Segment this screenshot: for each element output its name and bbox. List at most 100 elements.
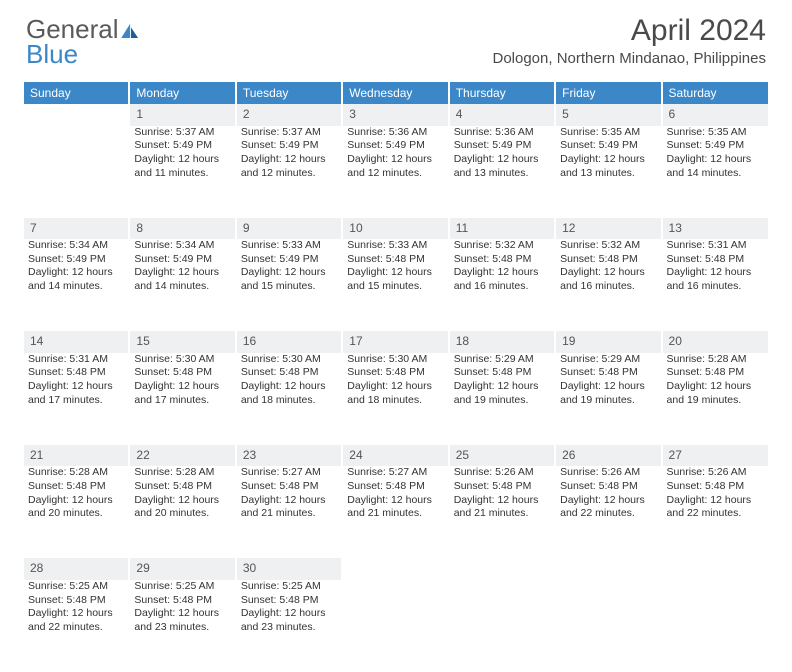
daylight-text-2: and 18 minutes. <box>347 394 444 408</box>
sunset-text: Sunset: 5:48 PM <box>347 366 444 380</box>
sunrise-text: Sunrise: 5:37 AM <box>241 126 338 140</box>
day-detail-cell: Sunrise: 5:28 AMSunset: 5:48 PMDaylight:… <box>130 466 235 558</box>
day-detail-cell: Sunrise: 5:30 AMSunset: 5:48 PMDaylight:… <box>130 353 235 445</box>
day-detail-cell: Sunrise: 5:28 AMSunset: 5:48 PMDaylight:… <box>24 466 129 558</box>
day-detail-row: Sunrise: 5:37 AMSunset: 5:49 PMDaylight:… <box>24 126 768 218</box>
sunrise-text: Sunrise: 5:27 AM <box>241 466 338 480</box>
day-detail-row: Sunrise: 5:31 AMSunset: 5:48 PMDaylight:… <box>24 353 768 445</box>
day-detail-cell: Sunrise: 5:35 AMSunset: 5:49 PMDaylight:… <box>663 126 768 218</box>
day-number-cell: 18 <box>450 331 555 353</box>
day-detail-cell: Sunrise: 5:27 AMSunset: 5:48 PMDaylight:… <box>237 466 342 558</box>
day-detail-cell: Sunrise: 5:25 AMSunset: 5:48 PMDaylight:… <box>130 580 235 672</box>
daylight-text-2: and 22 minutes. <box>667 507 764 521</box>
sunset-text: Sunset: 5:48 PM <box>347 480 444 494</box>
daylight-text-2: and 17 minutes. <box>134 394 231 408</box>
day-number-cell: 23 <box>237 445 342 467</box>
day-number-cell: 5 <box>556 104 661 126</box>
day-number-cell: 26 <box>556 445 661 467</box>
daylight-text-1: Daylight: 12 hours <box>241 153 338 167</box>
daylight-text-2: and 12 minutes. <box>347 167 444 181</box>
location: Dologon, Northern Mindanao, Philippines <box>492 50 766 67</box>
daylight-text-2: and 17 minutes. <box>28 394 125 408</box>
weekday-header: Sunday <box>24 82 129 104</box>
daylight-text-1: Daylight: 12 hours <box>560 153 657 167</box>
daylight-text-1: Daylight: 12 hours <box>28 607 125 621</box>
sunset-text: Sunset: 5:48 PM <box>454 366 551 380</box>
daylight-text-1: Daylight: 12 hours <box>134 153 231 167</box>
daylight-text-2: and 23 minutes. <box>241 621 338 635</box>
daylight-text-2: and 14 minutes. <box>28 280 125 294</box>
sunset-text: Sunset: 5:48 PM <box>28 480 125 494</box>
daylight-text-2: and 21 minutes. <box>241 507 338 521</box>
header: GeneralBlue April 2024 Dologon, Northern… <box>0 0 792 76</box>
sunset-text: Sunset: 5:48 PM <box>560 253 657 267</box>
day-number-cell: 21 <box>24 445 129 467</box>
daylight-text-1: Daylight: 12 hours <box>28 494 125 508</box>
day-detail-cell: Sunrise: 5:37 AMSunset: 5:49 PMDaylight:… <box>237 126 342 218</box>
daylight-text-1: Daylight: 12 hours <box>134 380 231 394</box>
day-detail-cell: Sunrise: 5:26 AMSunset: 5:48 PMDaylight:… <box>450 466 555 558</box>
daylight-text-2: and 12 minutes. <box>241 167 338 181</box>
daylight-text-2: and 19 minutes. <box>454 394 551 408</box>
day-detail-cell: Sunrise: 5:26 AMSunset: 5:48 PMDaylight:… <box>556 466 661 558</box>
weekday-header: Tuesday <box>237 82 342 104</box>
day-detail-cell <box>24 126 129 218</box>
day-number-cell: 7 <box>24 218 129 240</box>
sunset-text: Sunset: 5:48 PM <box>241 366 338 380</box>
day-number-cell: 8 <box>130 218 235 240</box>
day-number-cell: 2 <box>237 104 342 126</box>
sunrise-text: Sunrise: 5:29 AM <box>454 353 551 367</box>
day-detail-cell: Sunrise: 5:28 AMSunset: 5:48 PMDaylight:… <box>663 353 768 445</box>
sunrise-text: Sunrise: 5:26 AM <box>667 466 764 480</box>
day-detail-cell: Sunrise: 5:25 AMSunset: 5:48 PMDaylight:… <box>24 580 129 672</box>
day-number-cell: 14 <box>24 331 129 353</box>
daylight-text-2: and 21 minutes. <box>454 507 551 521</box>
day-detail-cell: Sunrise: 5:33 AMSunset: 5:48 PMDaylight:… <box>343 239 448 331</box>
day-number-cell: 29 <box>130 558 235 580</box>
sunset-text: Sunset: 5:49 PM <box>134 139 231 153</box>
day-number-cell: 1 <box>130 104 235 126</box>
day-detail-cell: Sunrise: 5:33 AMSunset: 5:49 PMDaylight:… <box>237 239 342 331</box>
sunset-text: Sunset: 5:48 PM <box>28 594 125 608</box>
day-detail-cell: Sunrise: 5:31 AMSunset: 5:48 PMDaylight:… <box>663 239 768 331</box>
sunset-text: Sunset: 5:48 PM <box>241 480 338 494</box>
sunrise-text: Sunrise: 5:27 AM <box>347 466 444 480</box>
sunset-text: Sunset: 5:49 PM <box>28 253 125 267</box>
day-detail-cell: Sunrise: 5:32 AMSunset: 5:48 PMDaylight:… <box>556 239 661 331</box>
daylight-text-1: Daylight: 12 hours <box>454 266 551 280</box>
day-number-cell: 19 <box>556 331 661 353</box>
sunset-text: Sunset: 5:48 PM <box>241 594 338 608</box>
day-detail-cell: Sunrise: 5:31 AMSunset: 5:48 PMDaylight:… <box>24 353 129 445</box>
day-detail-row: Sunrise: 5:28 AMSunset: 5:48 PMDaylight:… <box>24 466 768 558</box>
daylight-text-1: Daylight: 12 hours <box>347 494 444 508</box>
sunrise-text: Sunrise: 5:32 AM <box>454 239 551 253</box>
daylight-text-1: Daylight: 12 hours <box>134 266 231 280</box>
weekday-header: Saturday <box>663 82 768 104</box>
day-detail-cell: Sunrise: 5:36 AMSunset: 5:49 PMDaylight:… <box>450 126 555 218</box>
logo: GeneralBlue <box>26 14 141 70</box>
sunrise-text: Sunrise: 5:25 AM <box>134 580 231 594</box>
sunrise-text: Sunrise: 5:28 AM <box>28 466 125 480</box>
daylight-text-2: and 20 minutes. <box>28 507 125 521</box>
day-detail-cell: Sunrise: 5:29 AMSunset: 5:48 PMDaylight:… <box>450 353 555 445</box>
day-number-cell <box>663 558 768 580</box>
sunset-text: Sunset: 5:49 PM <box>454 139 551 153</box>
daylight-text-1: Daylight: 12 hours <box>347 266 444 280</box>
sunset-text: Sunset: 5:48 PM <box>134 480 231 494</box>
daylight-text-1: Daylight: 12 hours <box>347 153 444 167</box>
month-title: April 2024 <box>492 14 766 48</box>
daylight-text-1: Daylight: 12 hours <box>241 494 338 508</box>
sunrise-text: Sunrise: 5:25 AM <box>241 580 338 594</box>
daylight-text-2: and 14 minutes. <box>667 167 764 181</box>
day-number-cell: 15 <box>130 331 235 353</box>
sunset-text: Sunset: 5:48 PM <box>134 366 231 380</box>
daylight-text-2: and 20 minutes. <box>134 507 231 521</box>
daylight-text-2: and 16 minutes. <box>560 280 657 294</box>
daylight-text-2: and 13 minutes. <box>560 167 657 181</box>
day-detail-cell <box>450 580 555 672</box>
sunset-text: Sunset: 5:48 PM <box>560 480 657 494</box>
sunset-text: Sunset: 5:49 PM <box>560 139 657 153</box>
title-block: April 2024 Dologon, Northern Mindanao, P… <box>492 14 766 67</box>
calendar-table: SundayMondayTuesdayWednesdayThursdayFrid… <box>23 82 769 672</box>
day-number-cell: 13 <box>663 218 768 240</box>
